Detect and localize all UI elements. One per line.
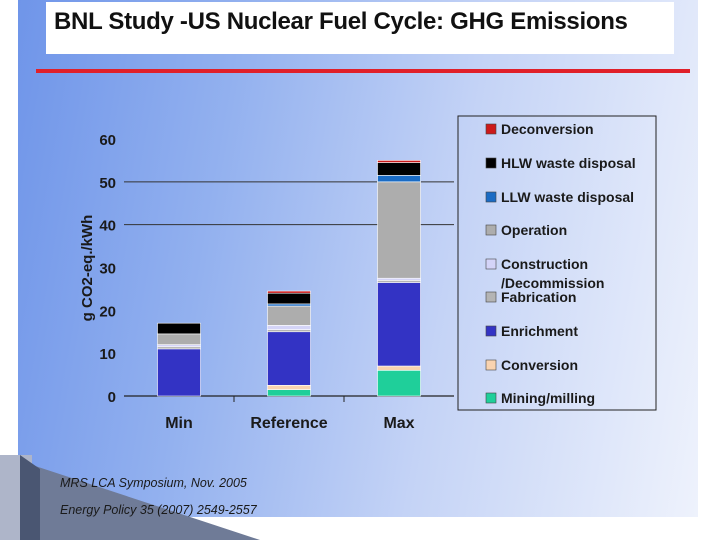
y-tick-label-30: 30 bbox=[99, 261, 116, 278]
y-tick-label-60: 60 bbox=[99, 132, 116, 149]
bar-min bbox=[157, 322, 201, 397]
bar-segment-max-mining-milling bbox=[377, 369, 421, 397]
bar-segment-min-hlw-waste-disposal bbox=[157, 322, 201, 335]
bar-segment-reference-operation bbox=[267, 305, 311, 326]
bar-segment-reference-llw-waste-disposal bbox=[267, 303, 311, 307]
legend-label-operation: Operation bbox=[501, 222, 567, 238]
title-box bbox=[46, 2, 674, 54]
x-category-label-min: Min bbox=[165, 415, 193, 432]
bar-segment-max-conversion bbox=[377, 365, 421, 371]
legend-label-construction-decommission-line1: Construction bbox=[501, 256, 588, 272]
legend-swatch-operation bbox=[485, 224, 497, 236]
y-tick-label-10: 10 bbox=[99, 346, 116, 363]
page-title: BNL Study -US Nuclear Fuel Cycle: GHG Em… bbox=[54, 8, 628, 35]
legend-swatch-deconversion bbox=[485, 123, 497, 135]
legend: Deconversion HLW waste disposal LLW waste … bbox=[485, 121, 636, 406]
bar-segment-max-hlw-waste-disposal bbox=[377, 162, 421, 176]
y-axis-ticks: 0 10 20 30 40 50 60 bbox=[99, 132, 116, 406]
bar-segment-max-enrichment bbox=[377, 282, 421, 367]
legend-swatch-enrichment bbox=[485, 325, 497, 337]
bar-segment-max-fabrication bbox=[377, 280, 421, 283]
bar-segment-reference-enrichment bbox=[267, 331, 311, 386]
bar-segment-min-construction-decommission bbox=[157, 344, 201, 348]
y-tick-label-20: 20 bbox=[99, 303, 116, 320]
legend-label-construction-decommission-line2: /Decommission bbox=[501, 275, 604, 291]
slide-background bbox=[18, 0, 698, 517]
corner-decoration bbox=[0, 455, 260, 540]
legend-label-conversion: Conversion bbox=[501, 357, 578, 373]
legend-swatch-fabrication bbox=[485, 291, 497, 303]
bar-segment-reference-fabrication bbox=[267, 329, 311, 333]
bar-segment-reference-deconversion bbox=[267, 290, 311, 294]
bars bbox=[157, 160, 421, 397]
y-tick-label-40: 40 bbox=[99, 218, 116, 235]
bar-segment-reference-construction-decommission bbox=[267, 325, 311, 330]
y-axis-label: g CO2-eq./kWh bbox=[79, 215, 96, 322]
x-category-label-reference: Reference bbox=[250, 415, 327, 432]
x-category-label-max: Max bbox=[383, 415, 414, 432]
y-tick-label-0: 0 bbox=[108, 389, 116, 406]
legend-swatch-llw-waste-disposal bbox=[485, 191, 497, 203]
citation-journal: Energy Policy 35 (2007) 2549-2557 bbox=[60, 503, 257, 517]
bar-segment-max-operation bbox=[377, 181, 421, 279]
legend-label-llw-waste-disposal: LLW waste disposal bbox=[501, 189, 634, 205]
legend-label-deconversion: Deconversion bbox=[501, 121, 594, 137]
legend-swatch-hlw-waste-disposal bbox=[485, 157, 497, 169]
y-tick-label-50: 50 bbox=[99, 175, 116, 192]
bar-segment-min-enrichment bbox=[157, 348, 201, 397]
bar-segment-reference-hlw-waste-disposal bbox=[267, 292, 311, 305]
legend-box bbox=[457, 115, 657, 411]
title-underline-rule bbox=[36, 69, 690, 73]
bar-segment-max-llw-waste-disposal bbox=[377, 175, 421, 183]
legend-swatch-conversion bbox=[485, 359, 497, 371]
bar-reference bbox=[267, 290, 311, 397]
bar-segment-max-deconversion bbox=[377, 160, 421, 163]
legend-swatch-construction-decommission bbox=[485, 258, 497, 270]
legend-swatch-mining-milling bbox=[485, 392, 497, 404]
legend-label-fabrication: Fabrication bbox=[501, 289, 576, 305]
citation-symposium: MRS LCA Symposium, Nov. 2005 bbox=[60, 476, 247, 490]
bar-segment-reference-conversion bbox=[267, 384, 311, 390]
bar-segment-reference-mining-milling bbox=[267, 389, 311, 397]
legend-label-enrichment: Enrichment bbox=[501, 323, 578, 339]
x-axis-ticks bbox=[233, 396, 345, 402]
bar-segment-min-fabrication bbox=[157, 346, 201, 350]
bar-max bbox=[377, 160, 421, 397]
bar-segment-max-construction-decommission bbox=[377, 277, 421, 281]
x-axis-labels: Min Reference Max bbox=[165, 415, 414, 432]
bar-segment-min-operation bbox=[157, 333, 201, 345]
legend-label-mining-milling: Mining/milling bbox=[501, 390, 595, 406]
legend-label-hlw-waste-disposal: HLW waste disposal bbox=[501, 155, 636, 171]
